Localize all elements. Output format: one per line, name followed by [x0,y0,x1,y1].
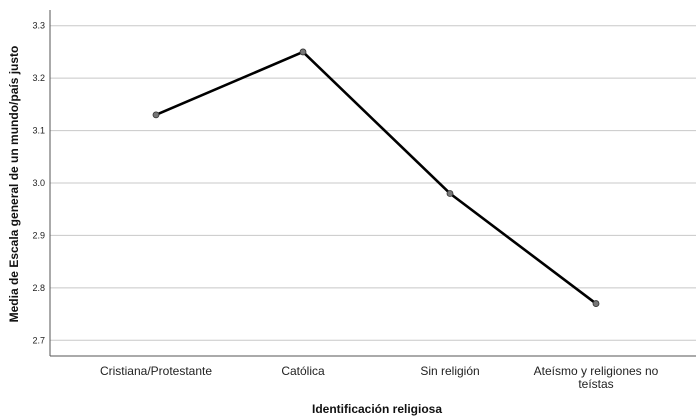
data-point [446,190,454,197]
y-tick-label: 3.1 [32,126,45,136]
x-tick-label-line: Ateísmo y religiones no [534,364,659,378]
x-tick-label-line: Cristiana/Protestante [100,364,212,378]
x-tick-label-line: Sin religión [420,364,479,378]
x-tick-labels: Cristiana/Protestante Católica Sin religió… [100,364,659,391]
y-tick-label: 3.0 [32,178,45,188]
x-tick-label-line: teístas [578,377,613,391]
y-tick-label: 2.8 [32,283,45,293]
data-point [152,111,160,119]
x-tick-label: Cristiana/Protestante [100,364,212,378]
x-axis-title: Identificación religiosa [312,402,442,416]
y-tick-label: 3.2 [32,73,45,83]
y-tick-label: 3.3 [32,21,45,31]
x-tick-label: Sin religión [420,364,479,378]
y-tick-label: 2.9 [32,230,45,240]
x-tick-label-line: Católica [281,364,325,378]
x-tick-label: Ateísmo y religiones no teístas [534,364,659,391]
data-point [592,300,600,307]
y-tick-labels: 2.7 2.8 2.9 3.0 3.1 3.2 3.3 [32,21,45,346]
series-0 [152,48,600,307]
y-axis-title: Media de Escala general de un mundo/país… [7,46,21,323]
x-tick-label: Católica [281,364,325,378]
gridlines [50,25,696,341]
series-line [155,50,597,305]
axes [49,10,696,357]
y-tick-label: 2.7 [32,335,45,345]
data-point [299,48,307,56]
